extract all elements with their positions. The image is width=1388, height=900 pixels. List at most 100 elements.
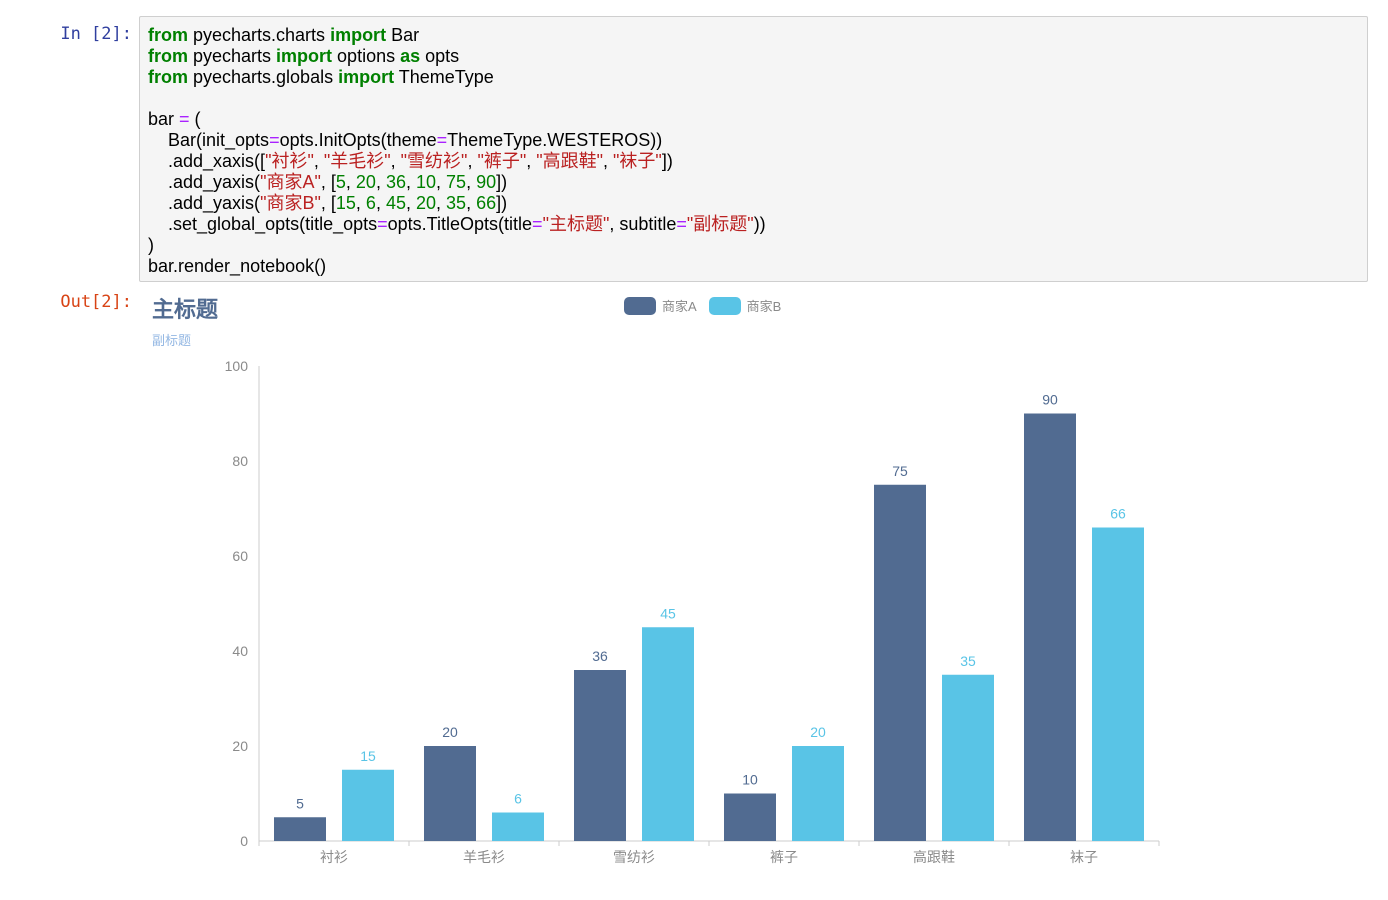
chart-subtitle: 副标题 <box>152 333 192 348</box>
bar-商家B <box>642 627 694 841</box>
bar-value-label: 36 <box>592 648 608 664</box>
chart-title: 主标题 <box>152 297 219 322</box>
chart-legend: 商家A 商家B <box>624 296 793 315</box>
code-token: , <box>467 151 478 171</box>
code-line: .add_yaxis("商家A", [5, 20, 36, 10, 75, 90… <box>148 172 507 192</box>
code-token: , <box>603 151 614 171</box>
code-token: .add_yaxis( <box>148 172 261 192</box>
code-token: , <box>375 193 386 213</box>
code-token: = <box>269 130 280 150</box>
code-token: as <box>400 46 421 66</box>
code-token: ThemeType <box>394 67 494 87</box>
code-token: 90 <box>476 172 497 192</box>
code-text[interactable]: from pyecharts.charts import Bar from py… <box>148 25 766 277</box>
code-line: .set_global_opts(title_opts=opts.TitleOp… <box>148 214 766 234</box>
code-token: , <box>436 172 447 192</box>
code-token: 75 <box>446 172 467 192</box>
code-token: , <box>345 172 356 192</box>
bar-商家B <box>492 812 544 841</box>
code-editor[interactable]: from pyecharts.charts import Bar from py… <box>139 16 1368 282</box>
code-token: opts.TitleOpts(title <box>387 214 533 234</box>
x-tick-label: 羊毛衫 <box>463 850 505 866</box>
code-line: .add_xaxis(["衬衫", "羊毛衫", "雪纺衫", "裤子", "高… <box>148 151 673 171</box>
code-token: , <box>526 151 537 171</box>
code-token: = <box>532 214 543 234</box>
code-token: from <box>148 67 188 87</box>
code-line: bar.render_notebook() <box>148 256 326 276</box>
code-line: from pyecharts.globals import ThemeType <box>148 67 494 87</box>
code-token: Bar <box>386 25 420 45</box>
code-token: .add_xaxis([ <box>148 151 266 171</box>
code-token: "袜子" <box>613 151 662 171</box>
bar-value-label: 20 <box>442 724 458 740</box>
bar-商家B <box>942 674 994 841</box>
code-token: pyecharts.charts <box>188 25 331 45</box>
bar-value-label: 5 <box>296 795 304 811</box>
code-token: = <box>436 130 448 150</box>
code-token: bar <box>148 109 180 129</box>
code-token: ThemeType.WESTEROS)) <box>447 130 663 150</box>
code-token: = <box>179 109 190 129</box>
legend-item[interactable]: 商家B <box>708 296 782 315</box>
code-token: 15 <box>335 193 356 213</box>
bar-商家B <box>342 769 394 841</box>
y-tick-label: 60 <box>232 548 248 564</box>
bar-value-label: 90 <box>1042 392 1058 408</box>
code-token: ( <box>189 109 201 129</box>
x-tick-label: 袜子 <box>1070 850 1098 866</box>
legend-item[interactable]: 商家A <box>624 296 697 315</box>
code-token: opts <box>420 46 460 66</box>
code-line: .add_yaxis("商家B", [15, 6, 45, 20, 35, 66… <box>148 193 507 213</box>
legend-label: 商家B <box>746 299 782 314</box>
code-line: from pyecharts.charts import Bar <box>148 25 419 45</box>
code-token: , <box>390 151 401 171</box>
code-line: Bar(init_opts=opts.InitOpts(theme=ThemeT… <box>148 130 662 150</box>
code-token: , <box>405 193 416 213</box>
code-token: , subtitle <box>609 214 677 234</box>
code-token: "高跟鞋" <box>536 151 604 171</box>
y-tick-label: 40 <box>232 643 248 659</box>
code-token: bar.render_notebook() <box>148 256 327 276</box>
code-token: .add_yaxis( <box>148 193 261 213</box>
code-token: , <box>405 172 416 192</box>
code-token: , <box>375 172 386 192</box>
code-token: ) <box>148 235 154 255</box>
code-token: "副标题" <box>686 214 754 234</box>
bar-value-label: 10 <box>742 772 758 788</box>
code-token: import <box>330 25 387 45</box>
code-token: , <box>466 172 477 192</box>
code-line: bar = ( <box>148 109 201 129</box>
code-token: "主标题" <box>542 214 610 234</box>
y-tick-label: 0 <box>240 833 248 849</box>
code-token: 20 <box>416 193 437 213</box>
bar-value-label: 20 <box>810 724 826 740</box>
code-token: )) <box>753 214 766 234</box>
code-token: "商家B" <box>260 193 321 213</box>
legend-swatch <box>624 296 656 315</box>
code-token: import <box>338 67 395 87</box>
code-token: = <box>377 214 388 234</box>
code-token: pyecharts.globals <box>188 67 339 87</box>
x-tick-label: 高跟鞋 <box>913 849 955 866</box>
code-token: 20 <box>355 172 376 192</box>
input-cell[interactable]: In [2]: from pyecharts.charts import Bar… <box>0 0 1388 290</box>
code-token: , [ <box>320 193 336 213</box>
bar-value-label: 45 <box>660 605 676 621</box>
code-token: 35 <box>446 193 467 213</box>
code-token: , <box>313 151 324 171</box>
code-token: "商家A" <box>260 172 321 192</box>
code-token: , <box>466 193 477 213</box>
bar-value-label: 35 <box>960 653 976 669</box>
bar-商家A <box>724 793 776 841</box>
code-token: from <box>148 25 188 45</box>
bar-value-label: 66 <box>1110 506 1126 522</box>
code-token: 45 <box>385 193 406 213</box>
code-token: opts.InitOpts(theme <box>279 130 437 150</box>
code-token: 36 <box>385 172 406 192</box>
code-token: 5 <box>335 172 346 192</box>
code-token: 6 <box>365 193 376 213</box>
code-token: options <box>332 46 401 66</box>
code-token: pyecharts <box>188 46 277 66</box>
x-tick-label: 雪纺衫 <box>613 850 655 866</box>
legend-label: 商家A <box>662 299 697 314</box>
